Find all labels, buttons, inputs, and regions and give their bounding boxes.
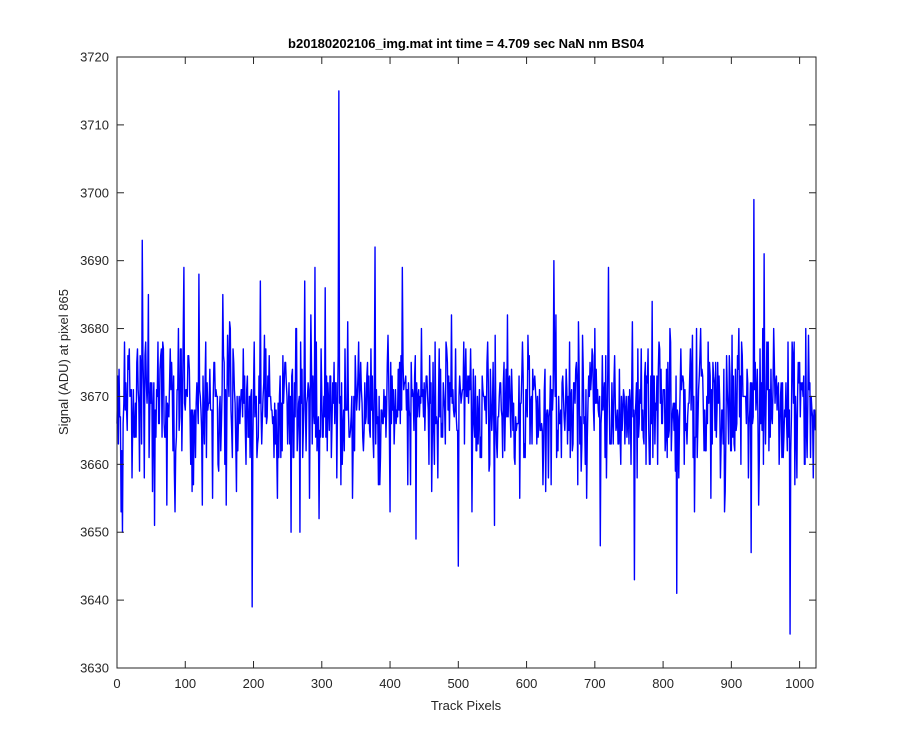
y-tick-label: 3710 <box>80 117 109 132</box>
x-tick-label: 700 <box>584 676 606 691</box>
y-axis-title: Signal (ADU) at pixel 865 <box>56 289 71 435</box>
y-tick-label: 3660 <box>80 457 109 472</box>
x-tick-label: 400 <box>379 676 401 691</box>
y-tick-label: 3700 <box>80 185 109 200</box>
y-tick-label: 3720 <box>80 50 109 65</box>
y-tick-label: 3680 <box>80 321 109 336</box>
y-axis: 3630 3640 3650 3660 3670 3680 3690 3700 3710 3720 <box>80 50 816 676</box>
y-tick-label: 3650 <box>80 525 109 540</box>
x-tick-label: 600 <box>516 676 538 691</box>
y-tick-label: 3630 <box>80 661 109 676</box>
y-tick-label: 3690 <box>80 253 109 268</box>
x-tick-label: 500 <box>447 676 469 691</box>
x-tick-label: 200 <box>243 676 265 691</box>
x-tick-label: 900 <box>721 676 743 691</box>
x-tick-label: 1000 <box>785 676 814 691</box>
series-line <box>116 90 817 635</box>
y-tick-label: 3640 <box>80 593 109 608</box>
x-tick-label: 300 <box>311 676 333 691</box>
y-tick-label: 3670 <box>80 389 109 404</box>
x-tick-label: 800 <box>652 676 674 691</box>
series-layer <box>116 90 817 635</box>
x-tick-label: 0 <box>113 676 120 691</box>
plot-frame <box>116 56 817 669</box>
x-tick-label: 100 <box>174 676 196 691</box>
chart-title: b20180202106_img.mat int time = 4.709 se… <box>288 36 645 51</box>
x-axis: 0 100 200 300 400 500 600 700 800 900 1000 <box>113 57 814 691</box>
x-axis-title: Track Pixels <box>431 698 502 713</box>
